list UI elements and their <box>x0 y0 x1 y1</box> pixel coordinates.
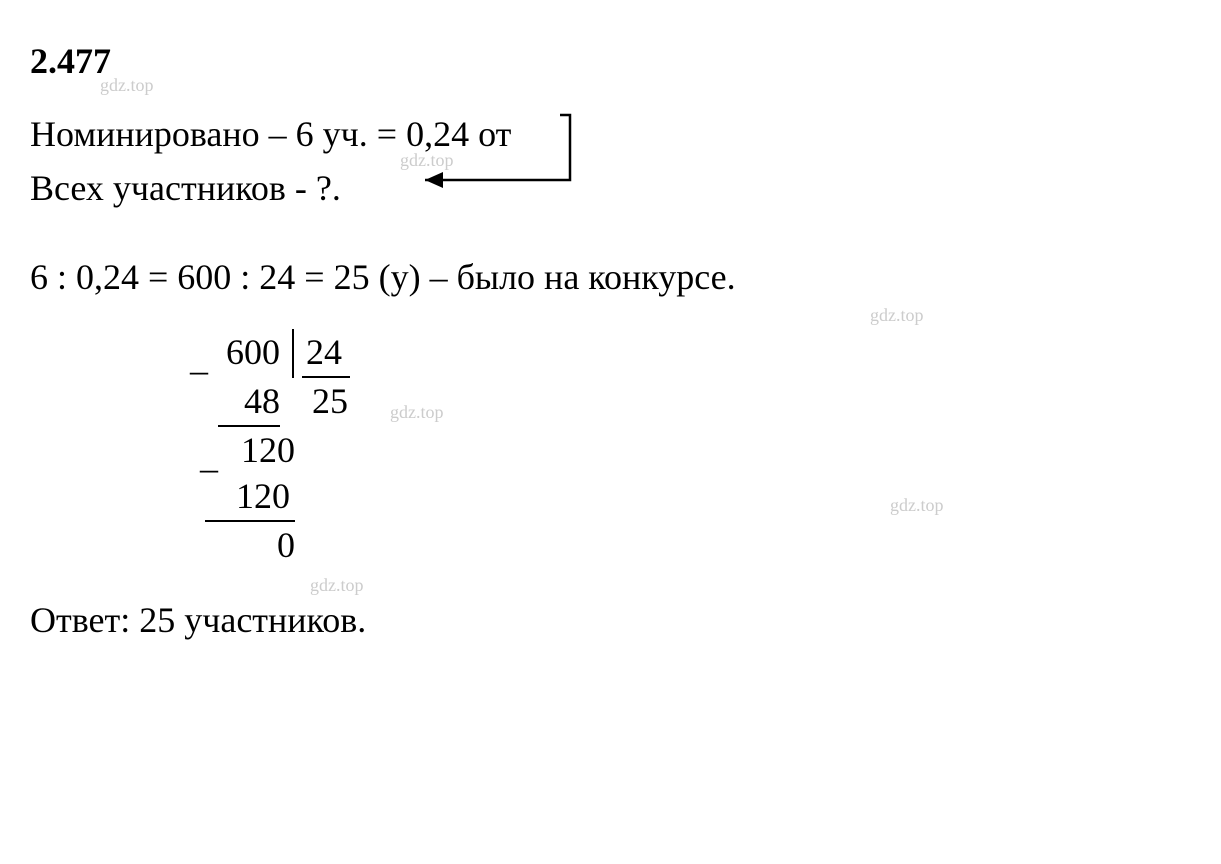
step2-remainder: 120 <box>210 427 295 474</box>
step2-subtract: 120 <box>205 473 295 522</box>
line2-text: Всех участников - ?. <box>30 161 341 215</box>
final-remainder: 0 <box>210 522 295 569</box>
step1-subtract: 48 <box>218 378 280 427</box>
calculation-text: 6 : 0,24 = 600 : 24 = 25 (у) – было на к… <box>30 250 736 304</box>
given-line-2: Всех участников - ?. <box>30 161 1191 215</box>
quotient: 25 <box>300 378 348 427</box>
minus-1: – <box>190 347 208 394</box>
calculation-line: 6 : 0,24 = 600 : 24 = 25 (у) – было на к… <box>30 250 1191 304</box>
watermark-1: gdz.top <box>100 75 154 96</box>
watermark-3: gdz.top <box>870 305 924 326</box>
long-division: – 600 24 48 25 gdz.top – 120 gdz.top 120… <box>210 329 1191 569</box>
problem-number: 2.477 <box>30 40 1191 82</box>
watermark-4: gdz.top <box>390 401 444 424</box>
answer-line: Ответ: 25 участников. <box>30 599 1191 641</box>
dividend: 600 <box>210 329 280 378</box>
watermark-6: gdz.top <box>310 574 364 597</box>
given-line-1: Номинировано – 6 уч. = 0,24 от <box>30 107 1191 161</box>
answer-text: Ответ: 25 участников. <box>30 600 366 640</box>
divisor: 24 <box>302 329 350 378</box>
